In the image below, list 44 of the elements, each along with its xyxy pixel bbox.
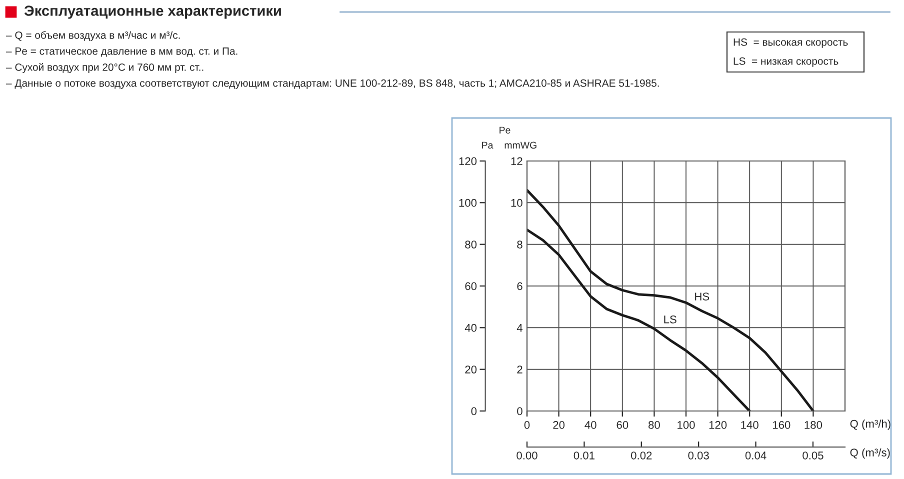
y-tick-label: 20 [465, 366, 477, 374]
text: – Данные о потоке воздуха соответствуют следующим стандартам: UNE 100-212-89, BS 848, часть 1; AMCA210-85 и ASHRAE 51-1985. [6, 79, 659, 89]
x2-tick-label: 0.03 [688, 452, 709, 460]
x-tick-label: 80 [648, 421, 660, 429]
series-label: LS [664, 316, 676, 324]
x2-axis-title: Q (m³/s) [850, 448, 890, 459]
y-tick-label: 40 [464, 324, 477, 332]
y2-tick-label: 4 [516, 324, 523, 332]
text: LS = низкая скорость [734, 57, 838, 67]
text: – Сухой воздух при 20°C и 760 мм рт. ст.. [6, 63, 204, 73]
x-tick-label: 140 [741, 421, 758, 429]
x-tick-label: 40 [584, 421, 596, 429]
text: HS = высокая скорость [734, 38, 848, 48]
text: – Pe = статическое давление в мм вод. ст. и Па. [6, 48, 238, 57]
x-tick-label: 180 [804, 421, 822, 429]
x-tick-label: 160 [772, 421, 790, 429]
y2-tick-label: 8 [517, 240, 522, 248]
x-tick-label: 60 [616, 421, 628, 429]
y2-tick-label: 0 [517, 407, 522, 416]
text: – Q = объем воздуха в м³/час и м³/с. [6, 31, 180, 41]
series-label: HS [695, 292, 710, 300]
y2-tick-label: 2 [517, 366, 522, 374]
y-tick-label: 80 [465, 240, 477, 248]
y2-axis-title: mmWG [504, 142, 536, 149]
y2-tick-label: 12 [511, 157, 522, 166]
text: Pe [500, 126, 510, 134]
x-tick-label: 0 [524, 421, 530, 429]
x2-tick-label: 0.04 [745, 452, 766, 460]
y-axis-title: Pa [482, 142, 494, 149]
y2-tick-label: 10 [511, 198, 522, 207]
x-tick-label: 120 [709, 421, 727, 429]
x-axis-title: Q (m³/h) [850, 420, 890, 430]
x-tick-label: 20 [553, 421, 565, 429]
x2-tick-label: 0.01 [574, 452, 594, 460]
y-tick-label: 120 [459, 157, 477, 166]
y-tick-label: 60 [465, 282, 477, 290]
text: Эксплуатационные характеристики [24, 6, 281, 19]
x2-tick-label: 0.05 [802, 452, 824, 460]
x-tick-label: 100 [678, 421, 695, 429]
y2-tick-label: 6 [517, 282, 522, 290]
x2-tick-label: 0.02 [631, 452, 652, 460]
x2-tick-label: 0.00 [516, 452, 538, 460]
y-tick-label: 100 [459, 198, 477, 207]
y-tick-label: 0 [471, 407, 477, 416]
